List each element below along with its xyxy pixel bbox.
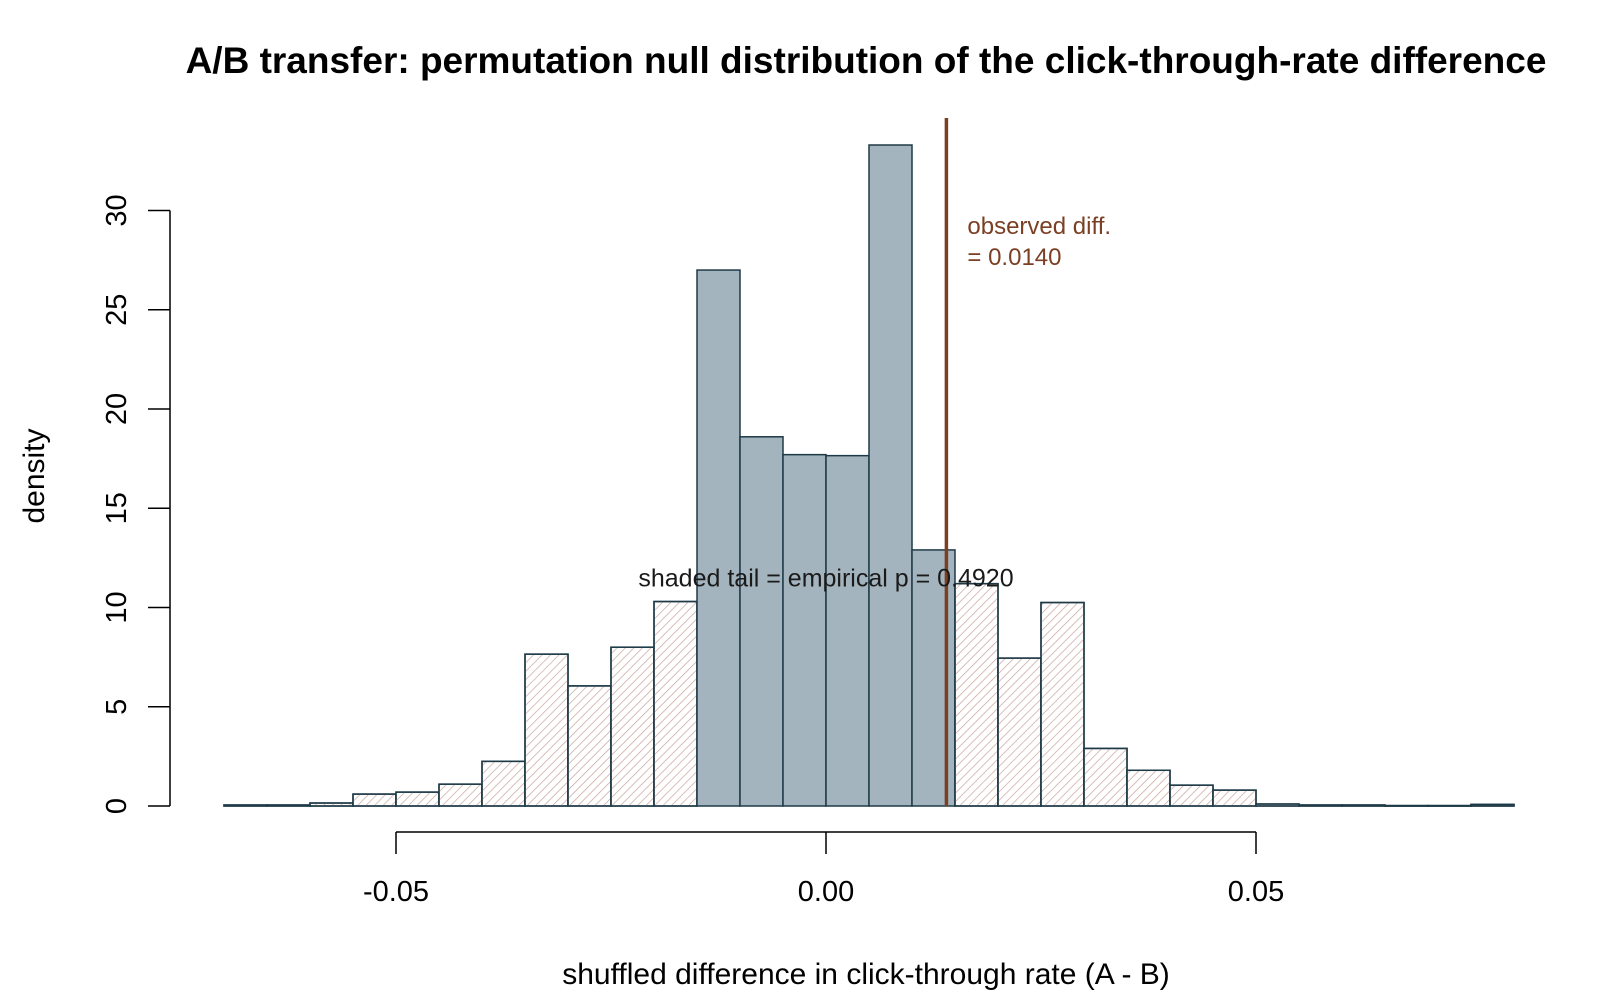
- histogram-bar: [739, 436, 784, 807]
- histogram-bars: [223, 144, 1515, 807]
- x-tick-label: -0.05: [363, 876, 429, 908]
- y-tick-label: 5: [101, 699, 133, 715]
- y-tick-label: 10: [101, 591, 133, 623]
- histogram-bar-hatch: [567, 685, 612, 807]
- histogram-bar-hatch: [1126, 769, 1171, 807]
- tail-annotation: shaded tail = empirical p = 0.4920: [638, 565, 1013, 593]
- x-axis: -0.05 0.00 0.05: [363, 831, 1284, 908]
- histogram-bar: [825, 454, 870, 807]
- histogram-bar-hatch: [352, 793, 397, 807]
- histogram-bar-hatch: [481, 760, 526, 807]
- y-tick-label: 20: [101, 393, 133, 425]
- observed-label-line2: = 0.0140: [967, 244, 1061, 271]
- x-tick-label: 0.05: [1228, 876, 1284, 908]
- histogram-bar-hatch: [1427, 804, 1472, 807]
- histogram-bar-hatch: [997, 657, 1042, 807]
- histogram-bar-hatch: [395, 791, 440, 807]
- histogram-bar: [782, 453, 827, 807]
- y-tick-label: 25: [101, 294, 133, 326]
- histogram-bar-hatch: [1298, 804, 1343, 807]
- histogram-bar-hatch: [524, 653, 569, 807]
- histogram-bar: [696, 269, 741, 807]
- histogram-bar-hatch: [309, 802, 354, 807]
- chart-title: A/B transfer: permutation null distribut…: [186, 40, 1547, 81]
- histogram-bar-hatch: [1212, 789, 1257, 807]
- histogram-bar-hatch: [1341, 804, 1386, 807]
- y-tick-label: 30: [101, 194, 133, 226]
- histogram-bar-hatch: [610, 646, 655, 807]
- x-tick-label: 0.00: [798, 876, 854, 908]
- histogram-bar-hatch: [1470, 803, 1515, 807]
- histogram-bar: [868, 144, 913, 807]
- histogram-bar-hatch: [1169, 784, 1214, 807]
- y-tick-label: 0: [101, 798, 133, 814]
- y-axis-label: density: [18, 428, 51, 523]
- histogram-bar-hatch: [1083, 747, 1128, 807]
- histogram-bar-hatch: [1040, 601, 1085, 807]
- histogram-bar-hatch: [223, 804, 268, 807]
- observed-label-line1: observed diff.: [967, 213, 1111, 240]
- y-axis: 0 5 10 15 20 25 30: [101, 194, 171, 814]
- histogram-bar-hatch: [266, 804, 311, 807]
- y-tick-label: 15: [101, 492, 133, 524]
- histogram-bar-hatch: [1384, 804, 1429, 807]
- histogram-bar-hatch: [438, 783, 483, 807]
- x-axis-label: shuffled difference in click-through rat…: [562, 958, 1170, 991]
- histogram-bar-hatch: [1255, 803, 1300, 807]
- histogram-bar-hatch: [954, 582, 999, 807]
- histogram-bar-hatch: [653, 600, 698, 807]
- annotations: observed diff. = 0.0140 shaded tail = empi…: [638, 118, 1111, 806]
